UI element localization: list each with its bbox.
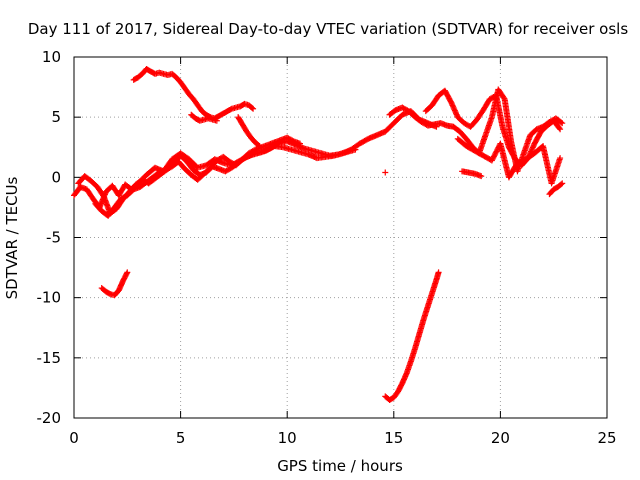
data-point [558,119,565,126]
x-axis-ticks: 0 5 10 15 20 25 [69,57,617,447]
data-point [559,120,566,127]
series-seg-low [98,269,131,299]
data-point [352,146,359,153]
x-tick-label: 10 [278,429,297,447]
data-point [478,173,485,180]
y-tick-label: 10 [42,48,61,66]
x-axis-label: GPS time / hours [277,457,403,475]
data-point [557,126,564,133]
data-marks [71,66,566,403]
x-tick-label: 25 [597,429,616,447]
data-point [296,140,303,147]
data-point [559,180,566,187]
data-point [556,125,563,132]
y-axis-label: SDTVAR / TECUs [3,176,21,299]
series-track-f [454,135,564,187]
y-tick-label: 0 [51,168,61,186]
series-arc-bottom [382,269,442,403]
plot-frame [73,56,608,419]
data-point [500,94,507,101]
x-tick-label: 20 [491,429,510,447]
data-point [435,269,442,276]
data-point [255,142,262,149]
series-seg-d [459,168,485,180]
data-point [557,155,564,162]
data-point [249,104,256,111]
data-point [382,169,389,176]
x-tick-label: 15 [384,429,403,447]
y-tick-label: -10 [37,289,62,307]
data-point [123,270,130,277]
series-track-d [386,86,566,175]
data-point [256,143,263,150]
y-tick-label: -15 [37,349,62,367]
series-dot-145 [382,169,389,176]
series-arc-top [130,66,257,122]
y-tick-label: 5 [51,108,61,126]
y-tick-label: -5 [46,229,61,247]
data-point [250,105,257,112]
grid [74,57,607,418]
x-tick-label: 0 [69,429,79,447]
series-seg-e [546,180,566,198]
series-track-e [422,87,564,169]
data-point [213,117,220,124]
x-tick-label: 5 [176,429,186,447]
y-tick-label: -20 [37,409,62,427]
data-point [124,269,131,276]
series-arc-b [188,111,220,124]
chart-title: Day 111 of 2017, Sidereal Day-to-day VTE… [28,20,628,38]
series-arc-c [235,114,263,150]
data-point [558,181,565,188]
series-track-c [92,134,303,219]
y-axis-ticks: -20 -15 -10 -5 0 5 10 [37,48,607,427]
